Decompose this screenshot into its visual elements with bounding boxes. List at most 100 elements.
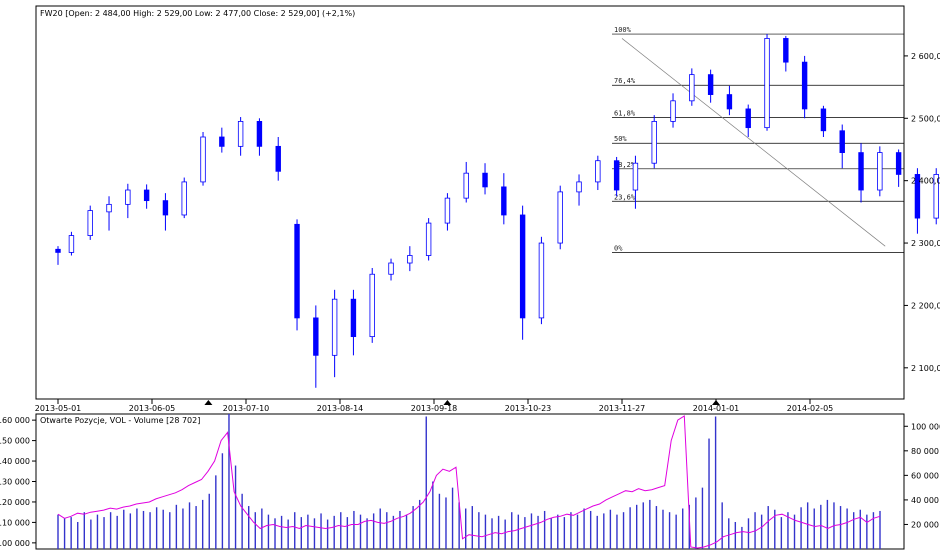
- candle: [858, 143, 864, 203]
- fibonacci-retracement: 100% 76,4% 61,8% 50% 38,2% 23,6% 0%: [612, 26, 904, 253]
- candle: [407, 246, 413, 272]
- candle: [181, 177, 187, 219]
- candle-body: [519, 214, 526, 319]
- candle-body: [801, 61, 808, 110]
- candle: [895, 149, 902, 187]
- candle: [613, 156, 620, 197]
- candle-body: [444, 197, 451, 224]
- candle-body: [632, 162, 639, 191]
- candle: [143, 184, 150, 209]
- candle-body: [256, 121, 263, 147]
- open-interest-line: [57, 415, 881, 549]
- candle-body: [689, 74, 695, 102]
- event-marker: [712, 400, 720, 405]
- candle-body: [87, 210, 93, 236]
- candle-body: [55, 248, 61, 253]
- date-tick-label: 2013-07-10: [223, 404, 270, 413]
- candle-body: [839, 130, 845, 153]
- candle: [557, 185, 563, 250]
- candle-body: [895, 152, 902, 175]
- candle: [745, 104, 751, 137]
- candle-body: [68, 235, 75, 253]
- candle: [275, 137, 281, 181]
- price-tick-label: 2 100,0: [911, 364, 940, 373]
- candle-body: [933, 174, 939, 219]
- date-tick-label: 2013-10-23: [505, 404, 552, 413]
- vol-tick-label: 60 000: [911, 471, 939, 480]
- candle: [444, 193, 451, 231]
- candle: [670, 93, 676, 128]
- candle-body: [388, 262, 394, 275]
- price-panel: [35, 5, 905, 400]
- candle: [632, 155, 639, 209]
- candle: [482, 163, 488, 195]
- candle: [783, 35, 789, 72]
- candle-body: [482, 172, 488, 188]
- candle-body: [670, 100, 676, 122]
- candle-body: [651, 121, 657, 164]
- open-interest-axis: 160 000 150 000 140 000 130 000 120 000 110 0…: [0, 416, 36, 548]
- price-tick-label: 2 200,0: [911, 301, 940, 310]
- fib-level-label: 38,2%: [614, 161, 636, 169]
- candle: [651, 115, 657, 169]
- candle-body: [294, 223, 300, 319]
- candle-body: [106, 203, 112, 213]
- fib-level-label: 76,4%: [614, 77, 636, 85]
- date-axis: 2013-05-01 2013-06-05 2013-07-10 2013-08-14…: [35, 399, 834, 413]
- candle-body: [162, 200, 169, 216]
- candle: [914, 168, 921, 234]
- oi-tick-label: 110 000: [0, 518, 30, 527]
- candle: [764, 34, 770, 131]
- candle: [106, 196, 112, 231]
- candle: [68, 231, 75, 256]
- candle: [219, 127, 225, 153]
- date-tick-label: 2014-02-05: [787, 404, 834, 413]
- oi-tick-label: 140 000: [0, 457, 30, 466]
- candle-body: [331, 298, 338, 356]
- oi-tick-label: 160 000: [0, 416, 30, 425]
- price-axis: 2 600,0 2 500,0 2 400,0 2 300,0 2 200,0 2 100…: [904, 52, 940, 373]
- candle: [331, 289, 338, 378]
- candle-body: [313, 317, 319, 356]
- candles: [55, 34, 939, 388]
- fib-level-label: 100%: [614, 26, 632, 34]
- candle: [463, 161, 469, 203]
- candle: [689, 68, 695, 106]
- candle: [820, 105, 827, 137]
- candle-body: [501, 186, 507, 216]
- candle: [350, 289, 357, 356]
- price-title: FW20 [Open: 2 484,00 High: 2 529,00 Low:…: [40, 9, 355, 18]
- fib-level-label: 23,6%: [614, 193, 636, 201]
- date-tick-label: 2013-11-27: [599, 404, 646, 413]
- candle-body: [707, 74, 714, 95]
- candle: [162, 193, 169, 231]
- price-tick-label: 2 600,0: [911, 52, 940, 61]
- candle-body: [369, 273, 375, 338]
- candle-body: [125, 189, 131, 205]
- candle-body: [858, 152, 864, 191]
- candle-body: [745, 108, 751, 129]
- candle-body: [407, 255, 413, 264]
- candle: [55, 246, 61, 265]
- candle: [388, 258, 394, 281]
- candle-body: [820, 108, 827, 132]
- volume-panel: [35, 413, 905, 550]
- candle-body: [595, 160, 601, 183]
- vol-tick-label: 80 000: [911, 447, 939, 456]
- candle: [707, 69, 714, 103]
- candle-body: [783, 38, 789, 63]
- candle: [369, 268, 375, 343]
- candle: [933, 168, 939, 225]
- event-markers: [204, 400, 720, 405]
- candle-body: [181, 181, 187, 216]
- candle: [237, 117, 244, 156]
- date-tick-label: 2013-08-14: [317, 404, 364, 413]
- vol-tick-label: 40 000: [911, 496, 939, 505]
- candle-body: [557, 191, 563, 244]
- price-tick-label: 2 500,0: [911, 114, 940, 123]
- fib-level-label: 0%: [614, 244, 623, 252]
- candle-body: [350, 298, 357, 338]
- fib-level-label: 61,8%: [614, 110, 636, 118]
- event-marker: [204, 400, 213, 405]
